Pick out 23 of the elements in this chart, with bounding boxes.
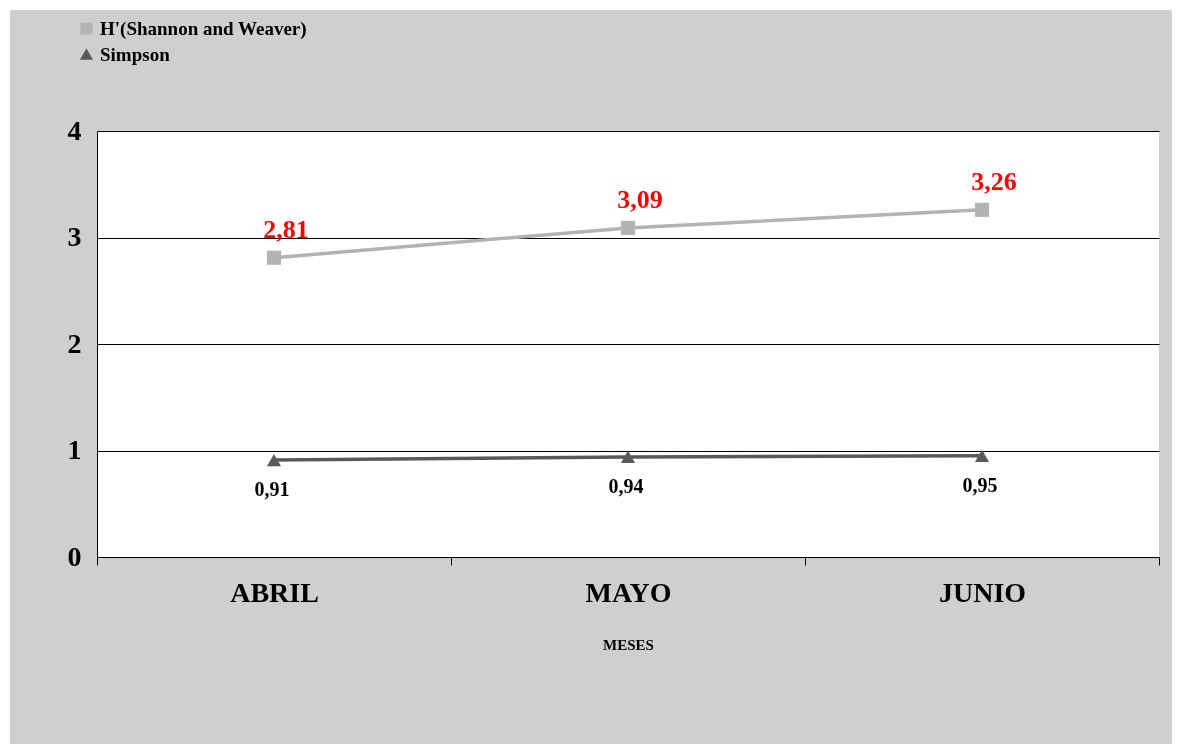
data-label: 0,91 (254, 478, 290, 501)
point (620, 450, 636, 464)
y-tick-label: 4 (67, 114, 82, 146)
data-label: 0,94 (608, 474, 644, 497)
point (620, 220, 636, 235)
x-tick-label: ABRIL (230, 576, 319, 608)
y-tick-label: 0 (67, 540, 82, 572)
x-tick-label: MAYO (585, 576, 672, 608)
legend-label: H'(Shannon and Weaver) (100, 17, 307, 40)
y-tick-label: 1 (67, 434, 82, 465)
point (266, 453, 282, 467)
x-axis-title: MESES (603, 636, 654, 653)
data-label: 0,95 (962, 473, 998, 496)
x-tick-label: JUNIO (938, 576, 1027, 608)
y-tick-label: 3 (67, 221, 82, 252)
point (974, 449, 990, 462)
data-label: 2,81 (263, 214, 309, 244)
point (266, 250, 282, 265)
y-tick-label: 2 (67, 327, 82, 359)
data-label: 3,09 (617, 184, 663, 214)
data-label: 3,26 (971, 166, 1017, 196)
point (974, 202, 990, 217)
legend-label: Simpson (100, 43, 171, 65)
